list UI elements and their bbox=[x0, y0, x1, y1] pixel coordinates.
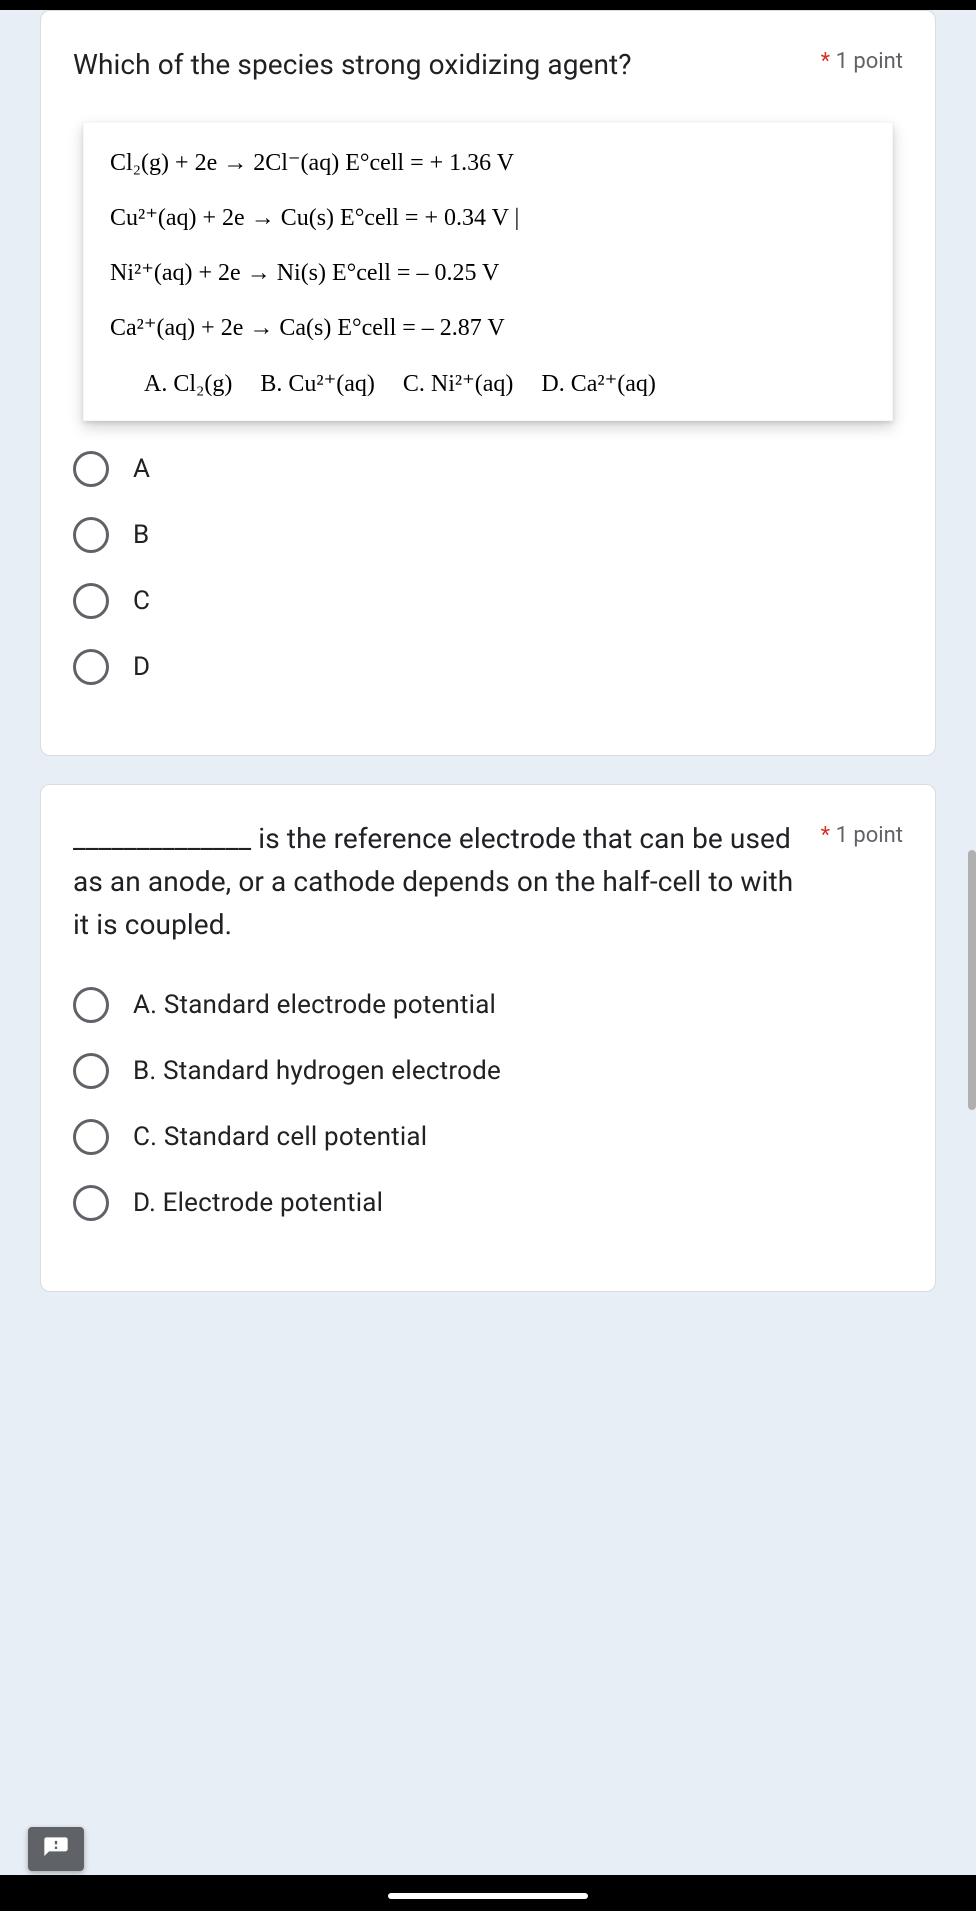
option-label: D bbox=[133, 652, 150, 682]
options-group-1: A B C D bbox=[73, 451, 903, 685]
top-status-bar bbox=[0, 0, 976, 10]
option-label: C bbox=[133, 586, 150, 616]
required-asterisk: * bbox=[821, 823, 830, 848]
bottom-nav-bar bbox=[0, 1875, 976, 1911]
option-c[interactable]: C. Standard cell potential bbox=[73, 1119, 903, 1155]
option-b[interactable]: B bbox=[73, 517, 903, 553]
option-d[interactable]: D. Electrode potential bbox=[73, 1185, 903, 1221]
question-card-1: Which of the species strong oxidizing ag… bbox=[40, 10, 936, 756]
form-body: Which of the species strong oxidizing ag… bbox=[0, 10, 976, 1292]
equations-image-box: Cl₂(g) + 2e → 2Cl⁻(aq) E°cell = + 1.36 V… bbox=[83, 122, 893, 420]
option-d[interactable]: D bbox=[73, 649, 903, 685]
equation-row: Cl₂(g) + 2e → 2Cl⁻(aq) E°cell = + 1.36 V bbox=[110, 149, 866, 178]
option-label: B. Standard hydrogen electrode bbox=[133, 1056, 501, 1086]
options-group-2: A. Standard electrode potential B. Stand… bbox=[73, 987, 903, 1221]
option-label: D. Electrode potential bbox=[133, 1188, 383, 1218]
inline-answer-d: D. Ca²⁺(aq) bbox=[541, 371, 656, 397]
required-asterisk: * bbox=[821, 49, 830, 74]
inline-answer-a: A. Cl₂(g) bbox=[144, 371, 232, 397]
feedback-icon bbox=[42, 1835, 70, 1863]
points-label: * 1 point bbox=[821, 43, 903, 74]
report-problem-button[interactable] bbox=[28, 1827, 84, 1871]
radio-icon bbox=[73, 583, 109, 619]
points-text: 1 point bbox=[836, 823, 903, 848]
option-label: C. Standard cell potential bbox=[133, 1122, 427, 1152]
equation-row: Ca²⁺(aq) + 2e → Ca(s) E°cell = – 2.87 V bbox=[110, 314, 866, 343]
option-label: B bbox=[133, 520, 149, 550]
question-title: Which of the species strong oxidizing ag… bbox=[73, 43, 821, 86]
points-label: * 1 point bbox=[821, 817, 903, 848]
equation-row: Cu²⁺(aq) + 2e → Cu(s) E°cell = + 0.34 V … bbox=[110, 204, 866, 233]
option-label: A. Standard electrode potential bbox=[133, 990, 496, 1020]
equation-row: Ni²⁺(aq) + 2e → Ni(s) E°cell = – 0.25 V bbox=[110, 259, 866, 288]
radio-icon bbox=[73, 1185, 109, 1221]
question-title: ______________ is the reference electrod… bbox=[73, 817, 821, 947]
scrollbar-thumb[interactable] bbox=[968, 850, 976, 1110]
question-header: Which of the species strong oxidizing ag… bbox=[73, 43, 903, 86]
inline-answer-row: A. Cl₂(g) B. Cu²⁺(aq) C. Ni²⁺(aq) D. Ca²… bbox=[110, 369, 866, 398]
radio-icon bbox=[73, 987, 109, 1023]
question-card-2: ______________ is the reference electrod… bbox=[40, 784, 936, 1292]
radio-icon bbox=[73, 649, 109, 685]
option-a[interactable]: A bbox=[73, 451, 903, 487]
radio-icon bbox=[73, 451, 109, 487]
option-label: A bbox=[133, 454, 150, 484]
points-text: 1 point bbox=[836, 49, 903, 74]
option-c[interactable]: C bbox=[73, 583, 903, 619]
option-a[interactable]: A. Standard electrode potential bbox=[73, 987, 903, 1023]
radio-icon bbox=[73, 517, 109, 553]
option-b[interactable]: B. Standard hydrogen electrode bbox=[73, 1053, 903, 1089]
radio-icon bbox=[73, 1119, 109, 1155]
question-header: ______________ is the reference electrod… bbox=[73, 817, 903, 947]
inline-answer-c: C. Ni²⁺(aq) bbox=[403, 371, 514, 397]
radio-icon bbox=[73, 1053, 109, 1089]
inline-answer-b: B. Cu²⁺(aq) bbox=[260, 371, 375, 397]
